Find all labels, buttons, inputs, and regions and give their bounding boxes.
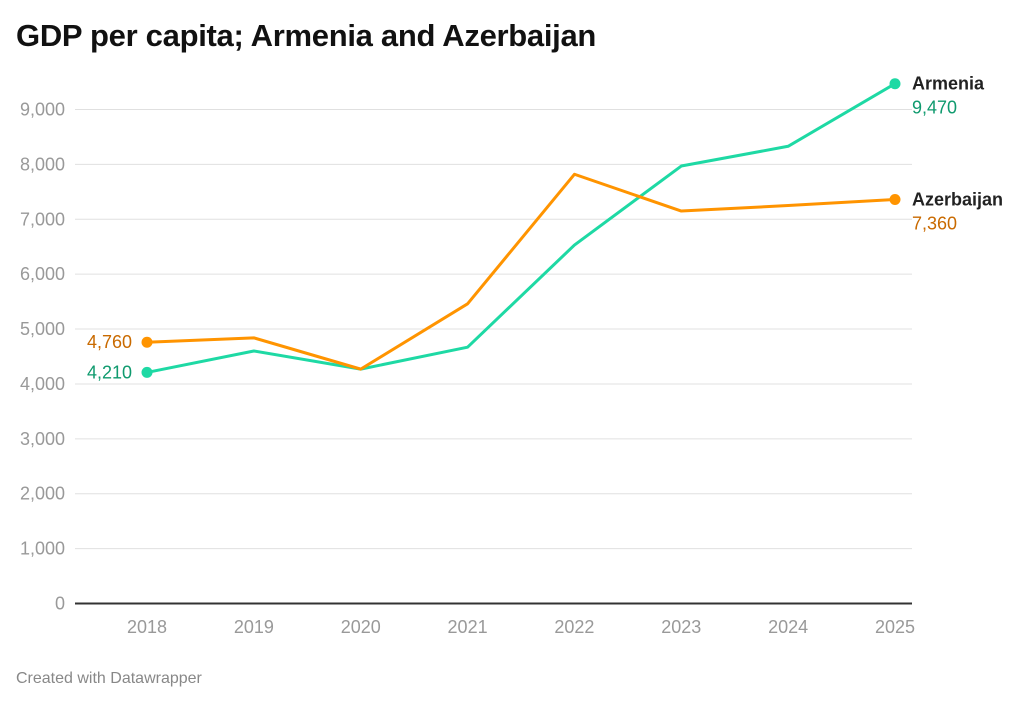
x-tick-label: 2023: [661, 617, 701, 637]
x-tick-label: 2025: [875, 617, 915, 637]
end-value-label: 9,470: [912, 98, 957, 118]
y-tick-label: 8,000: [20, 154, 65, 174]
start-point: [141, 366, 153, 378]
start-value-label: 4,210: [87, 362, 132, 382]
y-tick-label: 4,000: [20, 374, 65, 394]
y-tick-label: 3,000: [20, 429, 65, 449]
x-tick-label: 2024: [768, 617, 808, 637]
end-value-label: 7,360: [912, 214, 957, 234]
y-tick-label: 1,000: [20, 539, 65, 559]
series-line-azerbaijan: [146, 172, 896, 371]
series-name-label: Armenia: [912, 74, 985, 94]
series-name-label: Azerbaijan: [912, 190, 1003, 210]
y-tick-label: 0: [55, 594, 65, 614]
y-tick-label: 7,000: [20, 209, 65, 229]
y-tick-label: 9,000: [20, 100, 65, 120]
x-tick-label: 2022: [554, 617, 594, 637]
footer-credit: Created with Datawrapper: [16, 670, 202, 687]
y-tick-label: 5,000: [20, 319, 65, 339]
chart-title: GDP per capita; Armenia and Azerbaijan: [16, 18, 597, 53]
start-point: [141, 336, 153, 348]
end-point: [889, 194, 901, 206]
x-tick-label: 2021: [448, 617, 488, 637]
x-tick-label: 2020: [341, 617, 381, 637]
series-line-armenia: [146, 82, 896, 374]
y-tick-label: 6,000: [20, 264, 65, 284]
y-tick-label: 2,000: [20, 484, 65, 504]
x-tick-label: 2019: [234, 617, 274, 637]
x-tick-label: 2018: [127, 617, 167, 637]
start-value-label: 4,760: [87, 332, 132, 352]
end-point: [889, 78, 901, 90]
